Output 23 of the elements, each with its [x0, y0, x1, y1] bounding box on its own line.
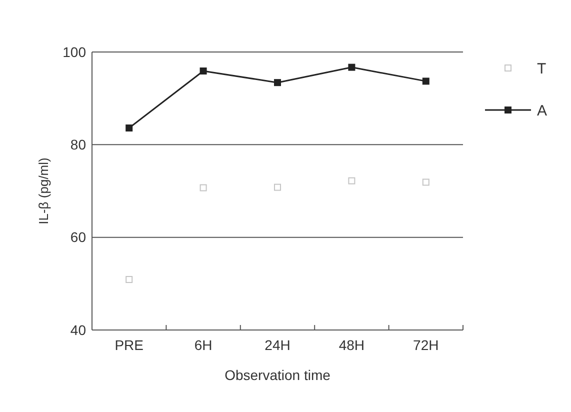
point: [348, 64, 356, 71]
point: [126, 124, 133, 132]
x-tick-label: 48H: [338, 337, 365, 353]
point: [348, 177, 356, 184]
point: [422, 178, 430, 186]
y-tick-label: 40: [70, 322, 86, 338]
point: [126, 276, 133, 283]
x-tick-label: 6H: [194, 337, 212, 353]
point: [200, 67, 207, 74]
legend-label: T: [537, 60, 546, 78]
y-tick-label: 80: [70, 136, 86, 153]
x-tick-label: 24H: [264, 337, 290, 353]
y-tick-label: 100: [62, 44, 86, 60]
y-axis-title: IL-β (pg/ml): [36, 158, 51, 224]
point: [274, 79, 281, 86]
y-tick-label: 60: [70, 229, 86, 246]
x-axis-title: Observation time: [224, 367, 331, 383]
point: [274, 184, 281, 191]
legend-label: A: [537, 102, 548, 120]
x-tick-label: 72H: [413, 337, 439, 353]
x-tick-label: PRE: [114, 337, 144, 353]
point: [422, 78, 430, 85]
point: [200, 184, 207, 192]
